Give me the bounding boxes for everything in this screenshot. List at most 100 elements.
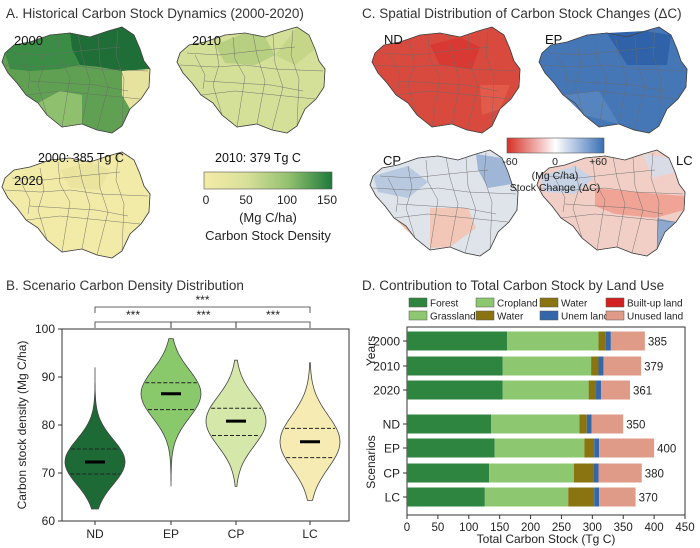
significance-label: *** (126, 308, 140, 322)
map-boundary (57, 36, 71, 128)
legend-swatch (605, 310, 625, 321)
map-region (215, 33, 275, 65)
violin-lc (279, 362, 341, 501)
map-boundary (11, 171, 121, 181)
map-boundary (572, 165, 583, 239)
legend-swatch (539, 297, 559, 308)
map-region (38, 91, 82, 127)
map-boundary (560, 213, 676, 223)
map-boundary (186, 46, 296, 56)
bar-segment (586, 414, 592, 434)
panel-a-title: A. Historical Carbon Stock Dynamics (200… (6, 6, 304, 21)
bar-segment (598, 463, 642, 483)
bar-segment (502, 380, 589, 400)
map-boundary (445, 156, 459, 248)
map-boundary (389, 54, 401, 90)
map-region (430, 37, 480, 69)
map-boundary (194, 54, 206, 90)
bar-total-label: 379 (644, 362, 663, 374)
colorbar-a-tick-0: 0 (203, 193, 210, 207)
map-label-2010: 2010 (192, 33, 221, 48)
significance-label: *** (266, 308, 280, 322)
colorbar-c (506, 137, 605, 154)
map-boundary (650, 152, 660, 250)
map-boundary (232, 36, 246, 128)
map-lc (536, 149, 686, 257)
bar-segment (594, 487, 600, 507)
bar-segment (491, 414, 580, 434)
map-boundary (539, 187, 684, 195)
legend-label: Water (561, 299, 588, 310)
bar-x-tick-label: 350 (614, 522, 633, 534)
bar-segment (591, 414, 624, 434)
bar-segment (600, 380, 631, 400)
bar-total-label: 380 (645, 469, 664, 481)
map-boundary (407, 42, 418, 116)
map-ep (538, 26, 688, 134)
map-boundary (374, 64, 519, 72)
bar-segment (599, 438, 655, 458)
bar-y-label: 2020 (373, 384, 400, 398)
map-label-ep: EP (545, 32, 562, 47)
bar-total-label: 400 (657, 444, 676, 456)
panel-d-title: D. Contribution to Total Carbon Stock by… (362, 278, 664, 293)
map-cp (369, 149, 519, 257)
map-boundary (548, 46, 658, 56)
bar-x-tick-label: 250 (552, 522, 571, 534)
violin-y-tick-label: 100 (35, 322, 55, 336)
map-total-2000: 2000: 385 Tg C (38, 151, 124, 165)
bar-x-tick-label: 100 (459, 522, 478, 534)
violin-x-label: CP (228, 527, 245, 541)
bar-segment (584, 438, 595, 458)
legend-label: Built-up land (627, 299, 683, 310)
colorbar-a-unit: (Mg C/ha) (239, 210, 297, 225)
map-region (70, 27, 150, 71)
map-boundary (11, 46, 121, 56)
map-boundary (397, 203, 497, 215)
colorbar-c-unit: (Mg C/ha) (532, 170, 579, 182)
group-label-years: Years (364, 336, 378, 366)
legend-label: Forest (430, 299, 459, 310)
map-label-nd: ND (384, 32, 403, 47)
map-boundary (37, 167, 48, 241)
bar-x-tick-label: 0 (404, 522, 410, 534)
bar-segment (596, 380, 601, 400)
map-boundary (19, 179, 31, 215)
colorbar-a-tick-3: 150 (317, 193, 337, 207)
legend-swatch (475, 310, 495, 321)
colorbar-c-tick-0: -60 (502, 156, 517, 168)
map-boundary (37, 42, 48, 116)
colorbar-a-tick-1: 50 (239, 193, 253, 207)
map-nd (371, 26, 521, 134)
map-region (476, 154, 512, 188)
map-total-2010: 2010: 379 Tg C (215, 151, 301, 165)
significance-bracket (170, 321, 237, 328)
map-region (607, 31, 671, 65)
bar-x-tick-label: 400 (645, 522, 664, 534)
map-2000 (1, 26, 151, 134)
bar-segment (407, 356, 503, 376)
bar-x-tick-label: 200 (521, 522, 540, 534)
legend: Forest Cropland Water Built-up land Grasslan… (408, 297, 683, 323)
map-boundary (562, 90, 678, 100)
map-boundary (57, 161, 71, 253)
bar-y-label: CP (383, 467, 400, 481)
map-boundary (29, 205, 129, 217)
map-boundary (541, 64, 686, 72)
map-region (595, 188, 684, 218)
map-boundary (252, 33, 266, 125)
violin-x-label: LC (302, 527, 318, 541)
bar-segment (568, 487, 595, 507)
legend-swatch (408, 310, 428, 321)
map-region (394, 218, 415, 238)
bar-segment (407, 463, 490, 483)
bar-segment (573, 463, 594, 483)
legend-label: Unem land (561, 312, 609, 323)
colorbar-a (203, 171, 333, 190)
map-boundary (200, 90, 316, 100)
bar-segment (599, 487, 636, 507)
map-boundary (372, 187, 517, 195)
bar-total-label: 385 (648, 337, 667, 349)
violin-y-tick-label: 70 (42, 466, 56, 480)
